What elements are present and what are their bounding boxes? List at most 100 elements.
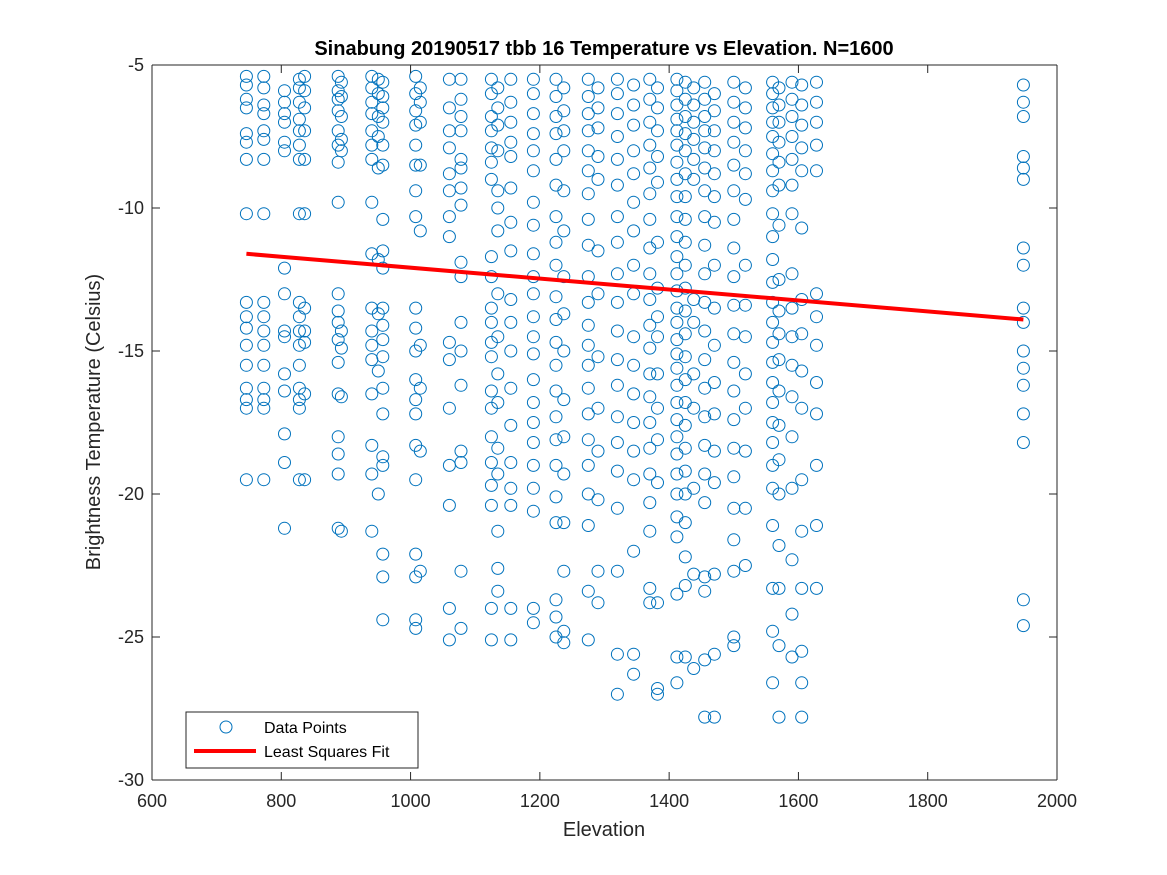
data-point xyxy=(707,567,721,581)
data-point xyxy=(766,581,780,595)
data-point xyxy=(504,481,518,495)
data-point xyxy=(670,84,684,98)
data-point xyxy=(772,273,786,286)
data-point xyxy=(581,584,595,598)
data-point xyxy=(627,258,641,272)
data-point xyxy=(557,344,571,358)
data-point xyxy=(549,516,563,530)
data-point xyxy=(785,267,799,281)
data-point xyxy=(670,676,684,690)
data-point xyxy=(785,178,799,192)
data-point xyxy=(738,330,752,344)
data-point xyxy=(491,330,505,344)
data-point xyxy=(795,473,809,487)
data-point xyxy=(1016,172,1030,186)
data-point xyxy=(785,481,799,495)
data-point xyxy=(610,564,624,578)
data-point xyxy=(376,613,390,627)
data-point xyxy=(491,584,505,598)
data-point xyxy=(549,127,563,141)
data-point xyxy=(670,347,684,361)
data-point xyxy=(687,315,701,329)
data-point xyxy=(239,152,253,166)
data-point xyxy=(1016,378,1030,392)
data-point xyxy=(591,401,605,415)
data-point xyxy=(442,353,456,367)
data-point xyxy=(678,516,692,530)
data-point xyxy=(442,230,456,244)
data-point xyxy=(491,367,505,381)
data-point xyxy=(239,473,253,487)
data-point xyxy=(409,613,423,627)
data-point xyxy=(371,87,385,101)
data-point xyxy=(707,710,721,724)
data-point xyxy=(678,327,692,341)
data-point xyxy=(298,335,312,349)
data-point xyxy=(549,384,563,398)
data-point xyxy=(678,464,692,478)
data-point xyxy=(278,367,291,381)
data-point xyxy=(766,164,780,178)
data-point xyxy=(581,107,595,121)
data-point xyxy=(484,155,498,169)
data-point xyxy=(454,621,468,635)
data-point xyxy=(484,301,498,315)
data-point xyxy=(795,524,809,538)
data-point xyxy=(491,561,505,575)
data-point xyxy=(376,350,390,364)
data-point xyxy=(413,381,427,395)
data-point xyxy=(707,215,721,229)
data-point xyxy=(698,267,712,281)
data-point xyxy=(365,195,379,209)
data-point xyxy=(454,181,468,195)
data-point xyxy=(738,401,752,415)
data-point xyxy=(257,310,271,324)
data-point xyxy=(651,596,664,610)
data-point xyxy=(491,144,505,158)
data-point xyxy=(785,110,799,123)
data-point xyxy=(376,101,390,115)
data-point xyxy=(581,381,595,395)
data-point xyxy=(772,81,786,95)
data-point xyxy=(678,350,692,364)
data-point xyxy=(727,75,741,89)
data-point xyxy=(376,318,390,332)
data-point xyxy=(557,636,571,650)
data-point xyxy=(557,144,571,158)
data-point xyxy=(334,75,348,89)
data-point xyxy=(549,90,563,103)
data-point xyxy=(610,324,624,338)
data-point xyxy=(772,487,786,501)
data-point xyxy=(707,444,721,458)
data-point xyxy=(670,487,684,501)
data-point xyxy=(331,430,345,444)
data-point xyxy=(257,124,271,138)
data-point xyxy=(257,81,271,95)
data-point xyxy=(687,172,701,186)
data-point xyxy=(549,593,563,607)
data-point xyxy=(651,682,664,695)
data-point xyxy=(678,258,692,272)
data-point xyxy=(376,333,390,347)
data-point xyxy=(643,212,657,226)
data-point xyxy=(413,224,427,238)
data-point xyxy=(651,175,664,189)
data-point xyxy=(504,244,518,258)
data-point xyxy=(549,290,563,304)
data-point xyxy=(785,152,799,166)
data-point xyxy=(810,95,823,109)
data-point xyxy=(365,138,379,152)
data-point xyxy=(581,519,595,532)
data-point xyxy=(738,144,752,158)
data-point xyxy=(810,376,823,389)
data-point xyxy=(557,393,571,407)
data-point xyxy=(549,335,563,349)
data-point xyxy=(591,101,605,115)
data-point xyxy=(331,315,345,329)
data-point xyxy=(491,224,505,238)
data-point xyxy=(766,355,780,369)
data-point xyxy=(610,436,624,449)
data-point xyxy=(257,207,271,221)
data-point xyxy=(627,544,641,558)
data-point xyxy=(581,124,595,138)
